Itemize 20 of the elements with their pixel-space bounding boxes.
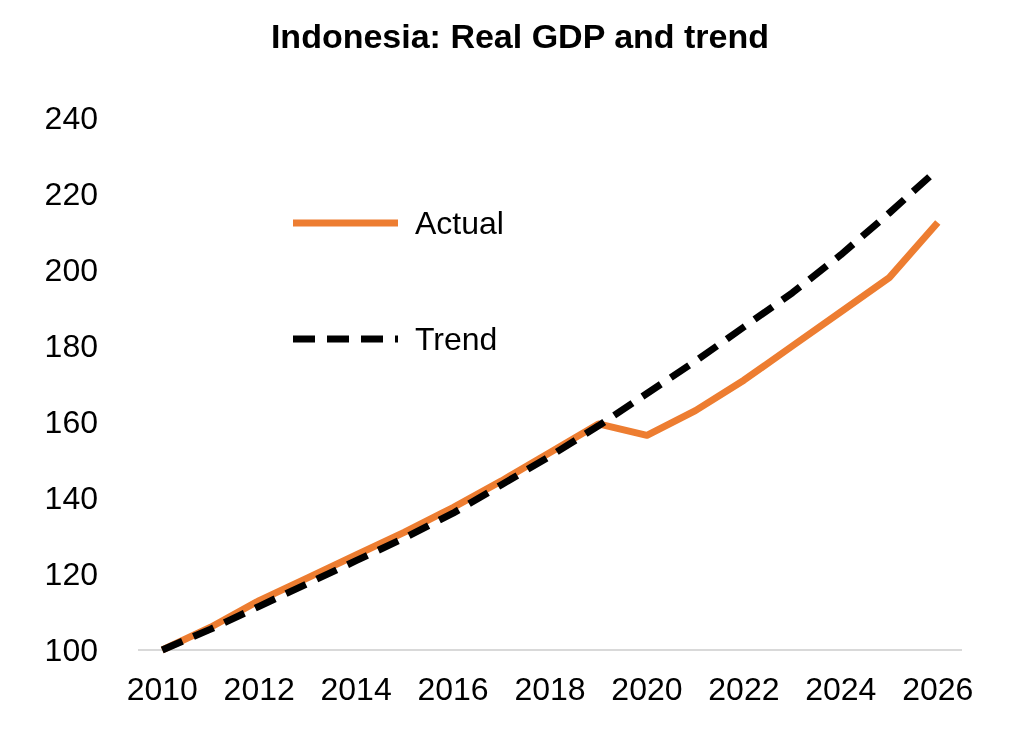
x-tick-label: 2020 bbox=[611, 671, 683, 707]
legend-label: Actual bbox=[415, 205, 504, 242]
y-tick-label: 140 bbox=[44, 480, 98, 517]
legend-label: Trend bbox=[415, 321, 498, 358]
x-tick-label: 2022 bbox=[708, 671, 780, 707]
x-tick-label: 2026 bbox=[902, 671, 974, 707]
chart-title: Indonesia: Real GDP and trend bbox=[270, 17, 770, 55]
y-tick-label: 100 bbox=[44, 632, 98, 669]
y-tick-label: 240 bbox=[44, 100, 98, 137]
y-tick-label: 160 bbox=[44, 404, 98, 441]
x-tick-label: 2018 bbox=[514, 671, 586, 707]
y-tick-label: 120 bbox=[44, 556, 98, 593]
x-tick-label: 2014 bbox=[320, 671, 392, 707]
x-tick-label: 2024 bbox=[805, 671, 877, 707]
y-tick-label: 180 bbox=[44, 328, 98, 365]
x-tick-label: 2012 bbox=[223, 671, 295, 707]
y-tick-label: 200 bbox=[44, 252, 98, 289]
x-tick-label: 2010 bbox=[126, 671, 198, 707]
y-tick-label: 220 bbox=[44, 176, 98, 213]
x-tick-label: 2016 bbox=[417, 671, 489, 707]
